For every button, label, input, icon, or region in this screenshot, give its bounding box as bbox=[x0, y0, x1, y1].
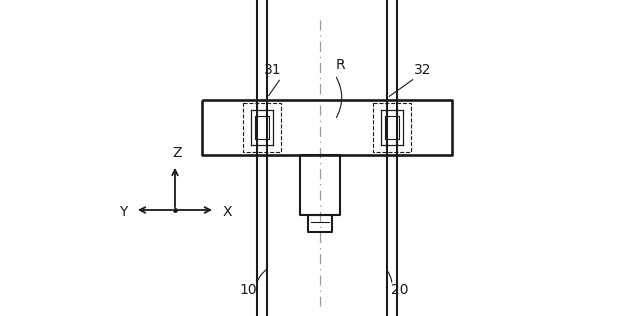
Text: X: X bbox=[222, 205, 232, 219]
Text: Y: Y bbox=[119, 205, 127, 219]
Text: 31: 31 bbox=[264, 63, 282, 77]
Text: R: R bbox=[335, 58, 345, 72]
Text: 10: 10 bbox=[239, 283, 257, 297]
Text: 32: 32 bbox=[414, 63, 432, 77]
Text: 20: 20 bbox=[391, 283, 409, 297]
Text: Z: Z bbox=[172, 146, 182, 160]
